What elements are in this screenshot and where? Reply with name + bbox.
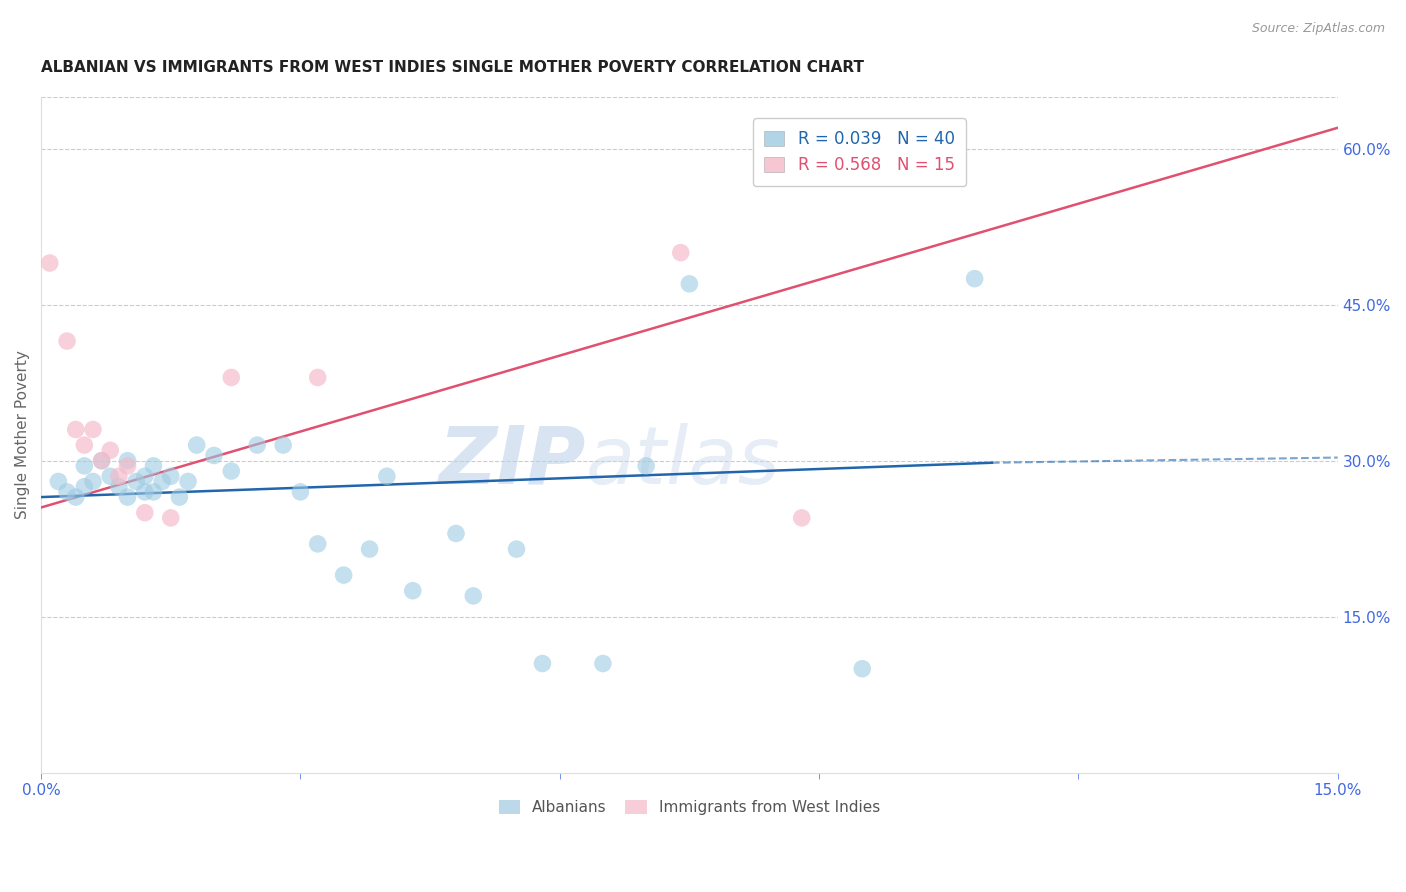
- Point: [359, 542, 381, 557]
- Point: [219, 464, 242, 478]
- Point: [219, 370, 242, 384]
- Point: [636, 458, 658, 473]
- Point: [177, 475, 200, 489]
- Point: [505, 542, 527, 557]
- Point: [142, 458, 165, 473]
- Point: [159, 511, 181, 525]
- Point: [790, 511, 813, 525]
- Point: [307, 370, 329, 384]
- Point: [90, 453, 112, 467]
- Point: [402, 583, 425, 598]
- Point: [108, 480, 131, 494]
- Point: [125, 475, 148, 489]
- Point: [56, 334, 79, 348]
- Point: [117, 458, 139, 473]
- Point: [108, 469, 131, 483]
- Point: [90, 453, 112, 467]
- Point: [65, 490, 87, 504]
- Point: [150, 475, 173, 489]
- Point: [38, 256, 60, 270]
- Point: [117, 453, 139, 467]
- Point: [73, 480, 96, 494]
- Point: [186, 438, 208, 452]
- Point: [444, 526, 467, 541]
- Point: [169, 490, 191, 504]
- Point: [48, 475, 70, 489]
- Point: [134, 506, 156, 520]
- Point: [963, 271, 986, 285]
- Point: [159, 469, 181, 483]
- Point: [290, 484, 312, 499]
- Point: [332, 568, 354, 582]
- Point: [56, 484, 79, 499]
- Point: [531, 657, 554, 671]
- Point: [134, 484, 156, 499]
- Point: [73, 438, 96, 452]
- Point: [246, 438, 269, 452]
- Point: [82, 475, 104, 489]
- Point: [65, 422, 87, 436]
- Point: [463, 589, 485, 603]
- Text: atlas: atlas: [586, 423, 780, 500]
- Y-axis label: Single Mother Poverty: Single Mother Poverty: [15, 351, 30, 519]
- Point: [202, 449, 225, 463]
- Text: ALBANIAN VS IMMIGRANTS FROM WEST INDIES SINGLE MOTHER POVERTY CORRELATION CHART: ALBANIAN VS IMMIGRANTS FROM WEST INDIES …: [41, 60, 865, 75]
- Point: [73, 458, 96, 473]
- Point: [678, 277, 700, 291]
- Point: [669, 245, 692, 260]
- Legend: Albanians, Immigrants from West Indies: Albanians, Immigrants from West Indies: [491, 792, 887, 822]
- Point: [134, 469, 156, 483]
- Point: [307, 537, 329, 551]
- Point: [142, 484, 165, 499]
- Point: [117, 490, 139, 504]
- Point: [851, 662, 873, 676]
- Point: [592, 657, 614, 671]
- Point: [82, 422, 104, 436]
- Text: ZIP: ZIP: [439, 423, 586, 500]
- Point: [98, 443, 121, 458]
- Point: [98, 469, 121, 483]
- Point: [375, 469, 398, 483]
- Text: Source: ZipAtlas.com: Source: ZipAtlas.com: [1251, 22, 1385, 36]
- Point: [271, 438, 294, 452]
